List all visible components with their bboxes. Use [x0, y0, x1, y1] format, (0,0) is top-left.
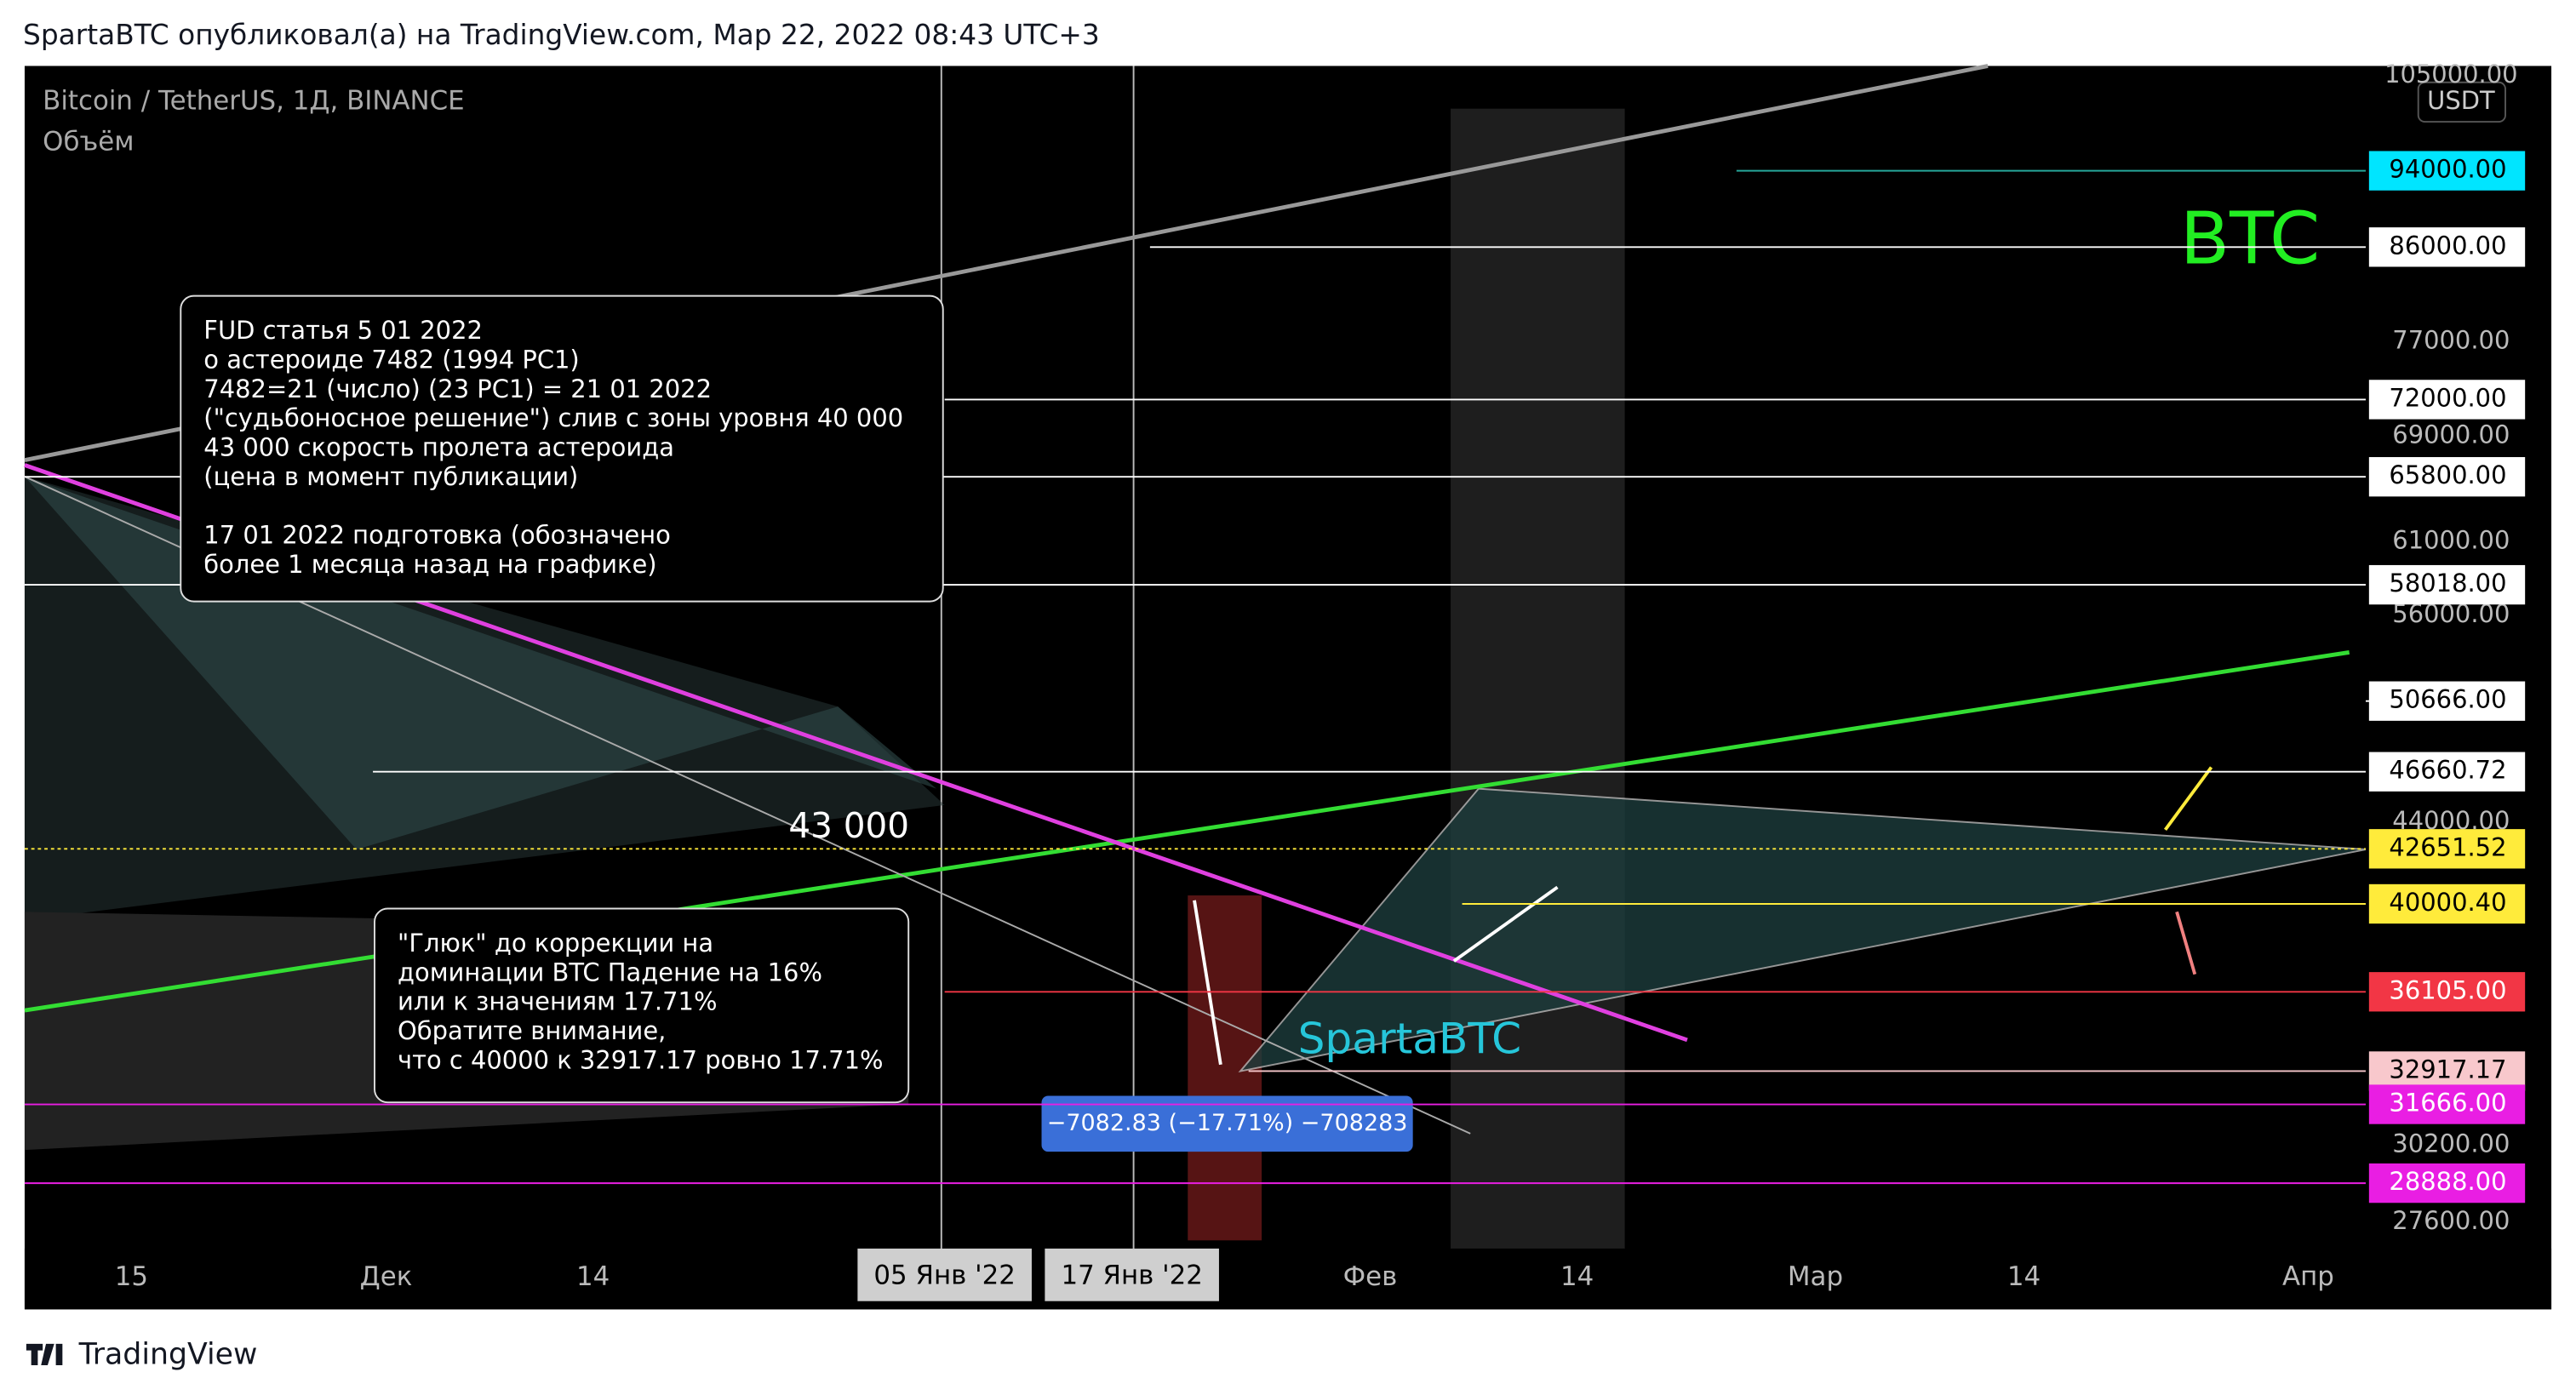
level-label: 50666.00 — [2389, 685, 2506, 714]
level-box — [2368, 151, 2526, 191]
note-line: FUD статья 5 01 2022 — [203, 316, 483, 345]
time-label: Дек — [360, 1261, 413, 1292]
note-line: доминации BTC Падение на 16% — [398, 958, 822, 986]
crosshair-date: 17 Янв '22 — [1061, 1260, 1202, 1290]
sparta-label: SpartaBTC — [1298, 1013, 1522, 1063]
date-box — [857, 1248, 1032, 1301]
arrow — [2175, 911, 2197, 975]
note-box — [374, 907, 910, 1104]
level-box — [2368, 227, 2526, 267]
note-line: (цена в момент публикации) — [203, 462, 578, 491]
note-line: о астероиде 7482 (1994 PC1) — [203, 345, 579, 374]
time-label: 15 — [115, 1261, 148, 1292]
level-label: 86000.00 — [2389, 231, 2506, 260]
publisher: SpartaBTC опубликовал(а) на TradingView.… — [23, 19, 1100, 51]
level-box — [2368, 829, 2526, 869]
arrow — [2163, 766, 2213, 831]
measure: −7082.83 (−17.71%) −708283 — [1047, 1110, 1408, 1136]
arrow — [1452, 885, 1559, 963]
level-box — [2368, 883, 2526, 924]
arrow — [1193, 900, 1222, 1066]
price-tick-label: 77000.00 — [2392, 326, 2510, 355]
triangle — [1238, 787, 2367, 1073]
note-line: Обратите внимание, — [398, 1016, 666, 1045]
level-label: 42651.52 — [2389, 832, 2506, 861]
time-label: Фев — [1343, 1261, 1398, 1292]
level-label: 31666.00 — [2389, 1089, 2506, 1118]
level-box — [2368, 380, 2526, 420]
level-label: 36105.00 — [2389, 975, 2506, 1004]
level-box — [2368, 564, 2526, 605]
level-label: 94000.00 — [2389, 155, 2506, 184]
time-label: 14 — [576, 1261, 610, 1292]
level-label: 40000.40 — [2389, 888, 2506, 917]
symbol: Bitcoin / TetherUS, 1Д, BINANCE — [43, 85, 465, 116]
date-box — [1045, 1248, 1219, 1301]
price-tick-label: 69000.00 — [2392, 420, 2510, 449]
highlight-zone — [1451, 108, 1625, 1259]
note-line: 17 01 2022 подготовка (обозначено — [203, 521, 671, 550]
brand: TradingView — [78, 1337, 258, 1371]
note-line: "Глюк" до коррекции на — [398, 929, 713, 958]
time-label: 14 — [1560, 1261, 1594, 1292]
level-box — [2368, 1084, 2526, 1124]
level-label: 65800.00 — [2389, 460, 2506, 489]
measure-box — [1041, 1095, 1413, 1152]
time-label: 14 — [2007, 1261, 2041, 1292]
level-box — [2368, 1163, 2526, 1203]
crosshair-date: 05 Янв '22 — [873, 1260, 1015, 1290]
volume-label: Объём — [43, 127, 134, 157]
price-tick-label: 61000.00 — [2392, 526, 2510, 555]
currency: USDT — [2427, 86, 2495, 115]
note-line: 43 000 скорость пролета астероида — [203, 433, 674, 462]
time-label: Апр — [2282, 1261, 2334, 1292]
note-box — [180, 294, 944, 603]
level-box — [2368, 752, 2526, 792]
note-line: ("судьбоносное решение") слив с зоны уро… — [203, 403, 903, 432]
price-tick-label: 105000.00 — [2384, 60, 2518, 89]
btc-label: BTC — [2180, 197, 2320, 281]
note-line: 7482=21 (число) (23 PC1) = 21 01 2022 — [203, 374, 712, 403]
level-box — [2368, 1051, 2526, 1091]
note-line: более 1 месяца назад на графике) — [203, 550, 656, 579]
time-axis — [24, 1248, 2552, 1310]
level-label: 58018.00 — [2389, 569, 2506, 597]
level-label: 28888.00 — [2389, 1167, 2506, 1196]
note-line: что с 40000 к 32917.17 ровно 17.71% — [398, 1045, 883, 1074]
level-label: 32917.17 — [2389, 1055, 2506, 1083]
time-label: Мар — [1788, 1261, 1843, 1292]
currency-box — [2417, 81, 2506, 123]
level-box — [2368, 681, 2526, 721]
level-label: 72000.00 — [2389, 383, 2506, 412]
level-box — [2368, 972, 2526, 1012]
logo — [26, 1343, 63, 1365]
price-tick-label: 30200.00 — [2392, 1129, 2510, 1158]
price-tick-label: 27600.00 — [2392, 1206, 2510, 1235]
note-line: или к значениям 17.71% — [398, 987, 717, 1016]
level-box — [2368, 457, 2526, 497]
label-43000: 43 000 — [788, 805, 909, 846]
level-label: 46660.72 — [2389, 756, 2506, 785]
